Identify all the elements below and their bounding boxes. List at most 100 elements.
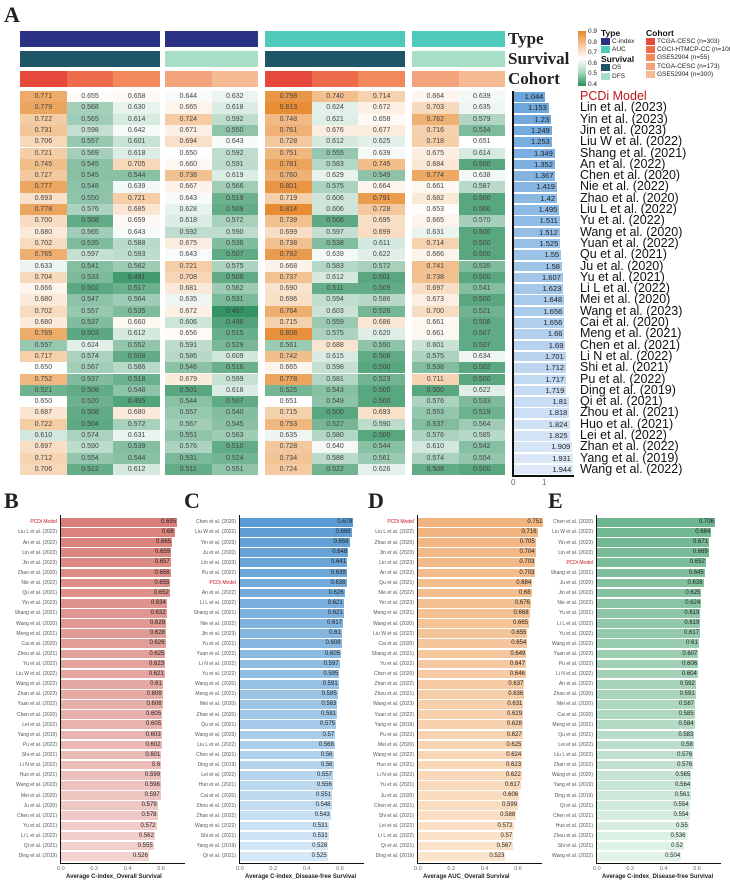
category-label: An et al. (2022) [201, 590, 236, 597]
heatmap-cell: 0.719 [265, 192, 312, 204]
annotation-survival-cell [412, 51, 459, 67]
category-label: Zhao et al. (2020) [196, 711, 236, 718]
bar-value-label: 0.556 [316, 782, 332, 789]
bar-value-label: 0.57 [500, 832, 513, 839]
rank-bar-value: 1.825 [548, 431, 568, 440]
heatmap-cell: 0.705 [113, 158, 160, 171]
bar [418, 548, 536, 557]
category-label: Yang et al. (2019) [374, 721, 414, 728]
bar [597, 649, 699, 659]
category-label: Lei et al. (2022) [379, 822, 414, 829]
bar-value-label: 0.528 [312, 842, 328, 849]
bar [418, 679, 525, 689]
heatmap-cell: 0.519 [211, 192, 258, 204]
rank-bar-value: 1.349 [534, 148, 553, 158]
bar-value-label: 0.703 [519, 559, 535, 566]
heatmap-cell: 0.655 [66, 91, 114, 103]
heatmap-cell: 0.541 [458, 283, 505, 295]
heatmap-cell: 0.539 [113, 441, 160, 453]
heatmap-cell: 0.552 [113, 339, 160, 351]
category-label: Ju et al. (2020) [380, 792, 414, 799]
heatmap-cell: 0.672 [358, 102, 405, 114]
heatmap-cell: 0.632 [211, 91, 258, 103]
heatmap-cell: 0.791 [358, 192, 405, 204]
heatmap-cell: 0.546 [165, 362, 212, 374]
category-label: Yu et al. (2022) [202, 671, 236, 678]
heatmap-cell: 0.628 [165, 204, 212, 216]
heatmap-cell: 0.576 [66, 204, 114, 216]
heatmap-cell: 0.740 [311, 91, 359, 103]
heatmap-cell: 0.664 [412, 91, 459, 103]
legend-swatch [601, 46, 610, 54]
heatmap-cell: 0.557 [165, 407, 212, 419]
bar-value-label: 0.604 [681, 670, 697, 677]
heatmap-cell: 0.633 [20, 260, 67, 272]
heatmap-cell: 0.592 [211, 113, 258, 125]
heatmap-cell: 0.695 [358, 215, 405, 227]
category-label: Wang et al. (2022) [195, 822, 236, 829]
rank-bar-value: 1.525 [539, 238, 559, 248]
bar-value-label: 0.543 [314, 812, 330, 819]
model-label: Li N et al. (2022) [580, 348, 673, 363]
bar [240, 791, 333, 800]
model-label: Shang et al. (2021) [580, 145, 687, 160]
heatmap-cell: 0.512 [66, 463, 114, 476]
category-label: Lei et al. (2022) [558, 741, 593, 748]
x-tick-label: 0.0 [57, 866, 65, 873]
category-label: Cai et al. (2020) [378, 640, 414, 647]
category-label: Cai et al. (2020) [21, 640, 57, 647]
heatmap-cell: 0.624 [66, 339, 114, 351]
rank-bar [513, 397, 570, 407]
bar-value-label: 0.608 [325, 640, 341, 647]
heatmap-cell: 0.727 [20, 170, 67, 182]
x-axis-line [239, 863, 365, 865]
bar [61, 851, 149, 861]
category-label: Li L et al. (2022) [200, 600, 236, 607]
bar [597, 609, 701, 618]
category-label: Qi et al. (2021) [380, 843, 414, 850]
x-tick-label: 0.6 [336, 866, 344, 873]
bar-value-label: 0.61 [329, 630, 341, 637]
rank-bar [513, 329, 565, 339]
heatmap-cell: 0.576 [412, 430, 459, 442]
category-label: Yang et al. (2019) [196, 843, 236, 850]
heatmap-cell: 0.643 [165, 249, 212, 261]
bar [61, 700, 163, 709]
heatmap-cell: 0.522 [311, 463, 359, 476]
bar-value-label: 0.632 [150, 610, 166, 617]
heatmap-cell: 0.590 [66, 441, 114, 453]
category-label: Qi et al. (2021) [202, 853, 236, 860]
rank-bar-value: 1.58 [545, 261, 560, 271]
x-tick-label: 0.2 [626, 866, 635, 873]
rank-axis-line [512, 91, 514, 477]
heatmap-cell: 0.540 [211, 407, 258, 419]
x-tick-label: 0.6 [693, 866, 701, 873]
category-label: Jin et al. (2023) [22, 559, 57, 566]
bar-value-label: 0.641 [331, 559, 347, 566]
bar [418, 649, 527, 659]
category-label: Zhou et al. (2021) [374, 691, 414, 698]
legend-item: OS [601, 64, 634, 72]
rank-bar-value: 1.944 [552, 464, 572, 474]
bar [597, 740, 694, 750]
model-label: Jin et al. (2023) [580, 122, 667, 137]
category-label: Jin et al. (2023) [201, 630, 236, 637]
heatmap-cell: 0.583 [311, 158, 359, 171]
bar [418, 609, 530, 618]
category-label: Yin et al. (2023) [21, 600, 57, 607]
bar [240, 700, 338, 709]
category-label: Zhan et al. (2022) [374, 681, 414, 688]
heatmap-cell: 0.618 [113, 147, 160, 159]
heatmap-cell: 0.516 [211, 362, 258, 374]
bar-value-label: 0.557 [317, 772, 333, 778]
heatmap-cell: 0.660 [165, 158, 212, 171]
rank-bar-value: 1.719 [545, 385, 565, 395]
bar-value-label: 0.645 [688, 569, 704, 576]
category-label: Shang et al. (2021) [371, 650, 414, 657]
heatmap-cell: 0.745 [20, 158, 67, 171]
bar [418, 740, 523, 750]
heatmap-cell: 0.575 [412, 350, 459, 363]
heatmap-cell: 0.724 [265, 463, 312, 476]
rank-bar [513, 442, 573, 452]
category-label: Cai et al. (2020) [557, 711, 593, 718]
